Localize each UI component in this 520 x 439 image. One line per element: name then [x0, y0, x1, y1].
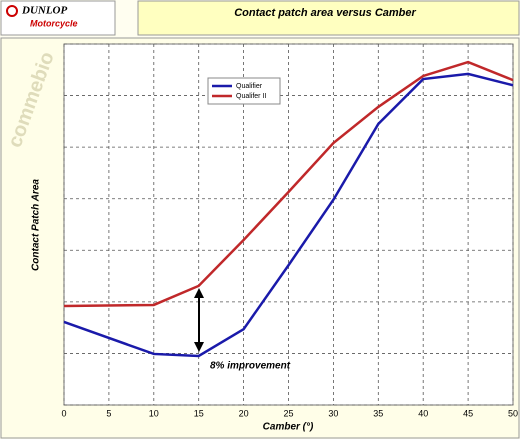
brand-sub: Motorcycle	[30, 18, 78, 28]
legend-label: Qualifer II	[236, 93, 266, 100]
logo-icon	[6, 5, 18, 17]
x-tick-label: 5	[106, 408, 111, 418]
legend: Qualifier Qualifer II	[207, 77, 281, 105]
line-series	[63, 60, 514, 308]
x-tick-label: 50	[508, 408, 518, 418]
arrow-head	[194, 288, 204, 298]
x-tick-label: 25	[283, 408, 293, 418]
x-tick-label: 10	[149, 408, 159, 418]
marks: 0 5 10 15 20 25 30 35 40 45 50	[61, 43, 518, 418]
brand-name: DUNLOP	[21, 5, 67, 17]
x-tick-label: 0	[61, 408, 66, 418]
line-series	[63, 72, 514, 358]
chart-title: Contact patch area versus Camber	[234, 7, 416, 19]
x-tick-label: 30	[328, 408, 338, 418]
y-axis-label: Contact Patch Area	[31, 179, 42, 271]
x-tick-label: 45	[463, 408, 473, 418]
x-tick-label: 40	[418, 408, 428, 418]
logo-box	[0, 0, 116, 36]
x-tick-label: 20	[239, 408, 249, 418]
title-box	[137, 0, 520, 36]
legend-box	[207, 77, 281, 105]
x-tick-label: 35	[373, 408, 383, 418]
legend-label: Qualifier	[236, 83, 263, 90]
x-tick-label: 15	[194, 408, 204, 418]
annotation: 8% improvement	[210, 361, 291, 372]
arrow-head	[194, 342, 204, 352]
x-axis-label: Camber (°)	[263, 422, 314, 433]
